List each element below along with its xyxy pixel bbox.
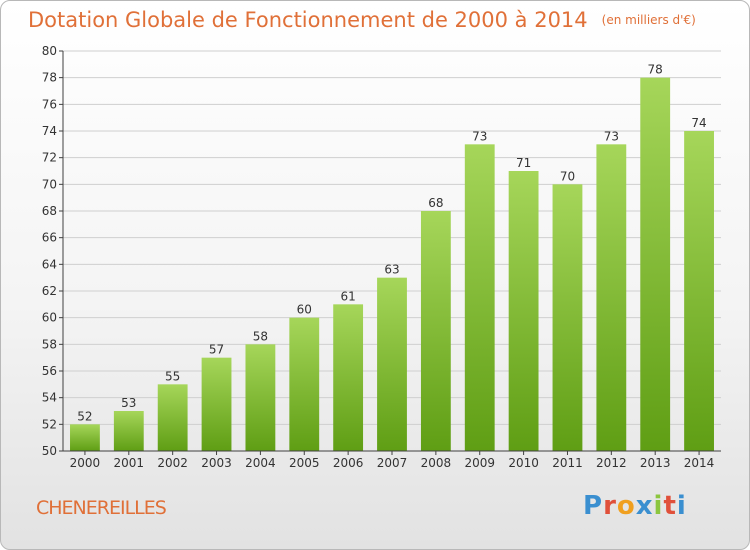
bar — [201, 357, 232, 451]
bar-value-label: 74 — [691, 116, 706, 130]
bar — [684, 131, 714, 451]
y-tick-label: 50 — [42, 444, 57, 458]
x-tick-label: 2001 — [114, 456, 145, 470]
bar-value-label: 57 — [209, 343, 224, 357]
bar-value-label: 78 — [648, 63, 663, 77]
y-tick-label: 58 — [42, 337, 57, 351]
y-tick-label: 66 — [42, 231, 57, 245]
x-tick-label: 2010 — [508, 456, 539, 470]
x-tick-label: 2006 — [333, 456, 364, 470]
y-tick-label: 56 — [42, 364, 57, 378]
bar — [596, 144, 627, 452]
bar — [289, 317, 320, 451]
bar-value-label: 52 — [77, 409, 92, 423]
y-tick-label: 78 — [42, 71, 57, 85]
bar-value-label: 60 — [297, 303, 312, 317]
x-tick-label: 2000 — [70, 456, 101, 470]
bar — [113, 411, 144, 451]
x-tick-label: 2011 — [552, 456, 583, 470]
x-tick-label: 2007 — [377, 456, 408, 470]
x-tick-label: 2013 — [640, 456, 671, 470]
bar — [70, 424, 100, 451]
y-tick-label: 60 — [42, 311, 57, 325]
bar — [640, 77, 671, 452]
y-tick-label: 64 — [42, 257, 57, 271]
bar-value-label: 73 — [604, 129, 619, 143]
bar — [377, 277, 407, 451]
y-tick-label: 62 — [42, 284, 57, 298]
y-tick-label: 54 — [42, 391, 57, 405]
chart-unit-note: (en milliers d'€) — [601, 13, 696, 27]
x-tick-label: 2008 — [421, 456, 452, 470]
x-tick-label: 2009 — [464, 456, 495, 470]
bar — [420, 211, 451, 451]
proxiti-logo: Proxiti — [583, 491, 687, 521]
bar-value-label: 53 — [121, 396, 136, 410]
bar-value-label: 68 — [428, 196, 443, 210]
bar — [464, 144, 495, 452]
bar-value-label: 71 — [516, 156, 531, 170]
bar-value-label: 70 — [560, 169, 575, 183]
y-tick-label: 72 — [42, 151, 57, 165]
bar-value-label: 63 — [384, 263, 399, 277]
bar-value-label: 58 — [253, 329, 268, 343]
bar-value-label: 73 — [472, 129, 487, 143]
chart-title-text: Dotation Globale de Fonctionnement de 20… — [28, 8, 588, 32]
y-tick-label: 52 — [42, 417, 57, 431]
bar — [333, 304, 364, 451]
bar — [508, 171, 539, 451]
y-tick-label: 74 — [42, 124, 57, 138]
x-tick-label: 2012 — [596, 456, 627, 470]
y-tick-label: 80 — [42, 44, 57, 58]
x-tick-label: 2005 — [289, 456, 320, 470]
y-tick-label: 68 — [42, 204, 57, 218]
chart-title: Dotation Globale de Fonctionnement de 20… — [28, 8, 696, 32]
town-name: CHENEREILLES — [36, 497, 167, 519]
bar — [552, 184, 583, 452]
bar-value-label: 55 — [165, 369, 180, 383]
y-tick-label: 76 — [42, 97, 57, 111]
x-tick-label: 2004 — [245, 456, 276, 470]
bar-value-label: 61 — [340, 289, 355, 303]
x-tick-label: 2002 — [157, 456, 188, 470]
bar — [157, 384, 188, 451]
x-tick-label: 2003 — [201, 456, 232, 470]
y-tick-label: 70 — [42, 177, 57, 191]
x-tick-label: 2014 — [684, 456, 715, 470]
bar — [245, 344, 276, 451]
